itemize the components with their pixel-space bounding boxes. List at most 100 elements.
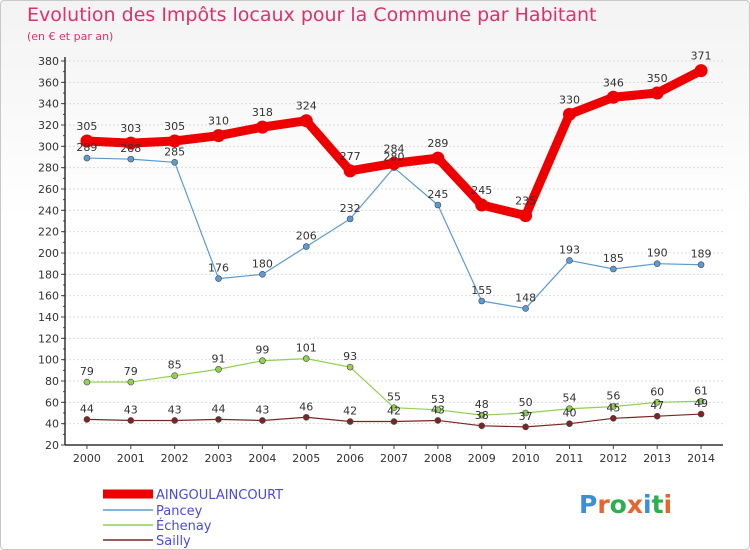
y-tick-label: 40 bbox=[45, 418, 59, 431]
logo-letter: i bbox=[643, 490, 652, 519]
x-tick-label: 2001 bbox=[117, 452, 145, 465]
data-label: 99 bbox=[255, 344, 269, 357]
data-point bbox=[259, 271, 266, 278]
series-layer bbox=[80, 64, 708, 431]
data-point bbox=[259, 357, 266, 365]
data-label: 324 bbox=[296, 100, 317, 113]
data-point bbox=[83, 378, 91, 386]
logo-letter: r bbox=[597, 490, 610, 519]
data-label: 38 bbox=[475, 409, 489, 422]
data-label: 280 bbox=[384, 151, 405, 164]
y-tick-label: 20 bbox=[45, 439, 59, 452]
axes bbox=[61, 57, 723, 449]
data-label: 91 bbox=[212, 352, 226, 365]
y-tick-label: 300 bbox=[38, 140, 59, 153]
data-label: 55 bbox=[387, 391, 401, 404]
data-point bbox=[127, 417, 135, 424]
data-label: 303 bbox=[120, 122, 141, 135]
data-label: 190 bbox=[647, 247, 668, 260]
data-point bbox=[215, 416, 222, 423]
y-tick-label: 200 bbox=[38, 247, 59, 260]
data-label: 42 bbox=[387, 405, 401, 418]
y-tick-label: 320 bbox=[38, 119, 59, 132]
data-point bbox=[346, 418, 354, 425]
data-label: 245 bbox=[471, 184, 492, 197]
data-point bbox=[653, 399, 661, 406]
x-tick-label: 2013 bbox=[643, 452, 671, 465]
y-tick-label: 140 bbox=[38, 311, 59, 324]
data-label: 289 bbox=[76, 141, 97, 154]
data-point bbox=[255, 120, 269, 134]
data-point bbox=[478, 297, 486, 305]
data-point bbox=[171, 372, 178, 379]
data-point bbox=[653, 260, 661, 267]
data-label: 305 bbox=[76, 120, 97, 133]
logo-letter: x bbox=[626, 490, 643, 519]
data-point bbox=[610, 403, 617, 410]
y-tick-label: 120 bbox=[38, 332, 59, 345]
legend-label: Pancey bbox=[156, 504, 203, 519]
data-label: 43 bbox=[431, 403, 445, 416]
data-point bbox=[390, 418, 398, 425]
data-label: 185 bbox=[603, 252, 624, 265]
x-tick-label: 2014 bbox=[687, 452, 715, 465]
data-point bbox=[697, 397, 705, 405]
data-point bbox=[431, 151, 445, 165]
y-tick-label: 380 bbox=[38, 55, 59, 68]
data-label: 56 bbox=[606, 390, 620, 403]
data-point bbox=[650, 86, 664, 100]
data-point bbox=[478, 411, 486, 419]
data-point bbox=[127, 378, 135, 386]
data-point bbox=[83, 154, 91, 162]
data-point bbox=[212, 129, 226, 143]
data-label: 245 bbox=[427, 188, 448, 201]
data-point bbox=[343, 164, 357, 178]
data-point bbox=[168, 134, 182, 148]
data-point bbox=[302, 243, 310, 250]
data-point bbox=[434, 201, 442, 209]
data-label: 193 bbox=[559, 243, 580, 256]
data-point bbox=[171, 159, 178, 166]
data-label: 346 bbox=[603, 76, 624, 89]
proxiti-logo: Proxiti bbox=[579, 490, 672, 519]
x-tick-label: 2004 bbox=[248, 452, 276, 465]
data-label: 350 bbox=[647, 72, 668, 85]
grid-lines bbox=[65, 60, 723, 446]
y-tick-label: 280 bbox=[38, 162, 59, 175]
data-point bbox=[606, 90, 620, 104]
x-tick-label: 2000 bbox=[73, 452, 101, 465]
data-point bbox=[346, 363, 354, 371]
data-label: 45 bbox=[606, 401, 620, 414]
data-point bbox=[562, 107, 576, 121]
data-label: 60 bbox=[650, 385, 664, 398]
series-line-1 bbox=[86, 157, 702, 310]
chart-title: Evolution des Impôts locaux pour la Comm… bbox=[27, 4, 597, 26]
logo-letter: i bbox=[663, 490, 673, 519]
data-label: 85 bbox=[168, 359, 182, 372]
data-label: 277 bbox=[340, 150, 361, 163]
data-label: 148 bbox=[515, 291, 536, 304]
y-tick-label: 340 bbox=[38, 98, 59, 111]
data-point bbox=[215, 275, 222, 282]
data-point bbox=[434, 406, 442, 414]
data-label: 206 bbox=[296, 230, 317, 243]
data-point bbox=[697, 261, 705, 269]
data-label: 54 bbox=[562, 392, 576, 405]
data-label: 330 bbox=[559, 93, 580, 106]
x-tick-label: 2008 bbox=[424, 452, 452, 465]
y-tick-label: 220 bbox=[38, 226, 59, 239]
data-label: 93 bbox=[343, 350, 357, 363]
data-label: 189 bbox=[691, 248, 712, 261]
x-tick-label: 2005 bbox=[292, 452, 320, 465]
data-point bbox=[694, 64, 708, 78]
data-point bbox=[519, 209, 533, 223]
x-axis-ticks: 2000 2001 2002 2003 2004 2005 2006 2007 2008 2009… bbox=[73, 452, 715, 465]
x-tick-label: 2003 bbox=[205, 452, 233, 465]
data-point bbox=[302, 413, 310, 421]
data-label: 288 bbox=[120, 142, 141, 155]
data-label: 44 bbox=[80, 402, 94, 415]
data-label: 46 bbox=[299, 400, 313, 413]
data-label: 42 bbox=[343, 405, 357, 418]
